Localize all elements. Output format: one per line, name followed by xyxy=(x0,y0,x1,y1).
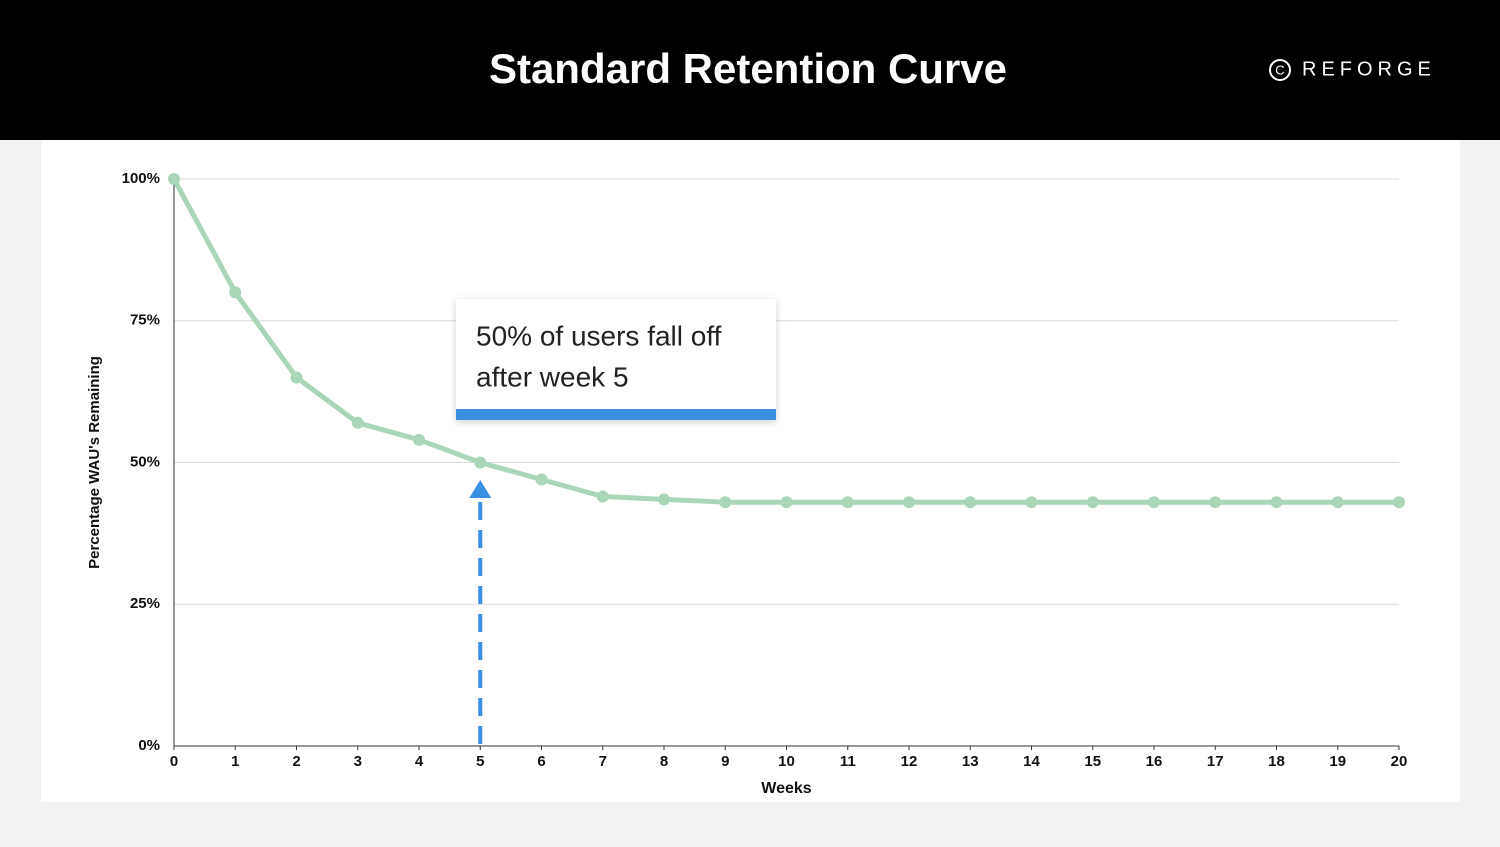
data-point xyxy=(1209,496,1222,509)
data-point xyxy=(474,456,487,469)
y-tick-label: 50% xyxy=(130,453,160,470)
annotation-bar xyxy=(456,409,776,420)
logo-icon xyxy=(1269,59,1291,81)
x-tick-label: 18 xyxy=(1268,753,1285,770)
data-point xyxy=(1086,496,1099,509)
data-point xyxy=(596,490,609,503)
x-tick-label: 10 xyxy=(778,753,795,770)
x-tick-label: 7 xyxy=(599,753,607,770)
x-tick-label: 19 xyxy=(1329,753,1346,770)
data-point xyxy=(903,496,915,509)
x-tick-label: 9 xyxy=(721,753,729,770)
x-tick-label: 13 xyxy=(962,753,979,770)
title: Standard Retention Curve xyxy=(489,45,1007,92)
data-point xyxy=(229,286,242,299)
x-tick-label: 20 xyxy=(1391,753,1408,770)
y-tick-label: 100% xyxy=(122,170,160,187)
annotation-box xyxy=(456,299,776,420)
header-bar xyxy=(0,0,1500,140)
x-tick-label: 15 xyxy=(1084,753,1101,770)
x-tick-label: 0 xyxy=(170,753,178,770)
x-tick-label: 2 xyxy=(292,753,300,770)
data-point xyxy=(780,496,793,509)
data-point xyxy=(1148,496,1160,509)
x-tick-label: 17 xyxy=(1207,753,1224,770)
data-point xyxy=(413,433,425,446)
data-point xyxy=(168,173,180,185)
x-tick-label: 5 xyxy=(476,753,484,770)
x-tick-label: 16 xyxy=(1146,753,1163,770)
x-tick-label: 6 xyxy=(537,753,545,770)
chart-card xyxy=(41,140,1460,802)
x-tick-label: 4 xyxy=(415,753,424,770)
x-tick-label: 12 xyxy=(901,753,918,770)
data-point xyxy=(658,493,670,506)
logo: REFORGE xyxy=(1302,58,1436,80)
x-tick-label: 1 xyxy=(231,753,239,770)
data-point xyxy=(290,371,303,384)
data-point xyxy=(1025,496,1038,509)
data-point xyxy=(1331,496,1344,509)
x-tick-label: 8 xyxy=(660,753,668,770)
x-tick-label: 3 xyxy=(354,753,362,770)
data-point xyxy=(719,496,732,509)
x-tick-label: 14 xyxy=(1023,753,1040,770)
annotation-text: after week 5 xyxy=(476,361,629,392)
data-point xyxy=(841,496,854,509)
data-point xyxy=(964,496,977,509)
data-point xyxy=(1393,496,1405,509)
y-tick-label: 0% xyxy=(138,737,160,754)
x-axis-label: Weeks xyxy=(761,780,812,797)
annotation-arrow-head xyxy=(469,480,492,498)
x-tick-label: 11 xyxy=(840,753,856,770)
data-point xyxy=(351,416,364,429)
y-tick-label: 75% xyxy=(130,312,160,329)
y-axis-label: Percentage WAU's Remaining xyxy=(86,356,103,569)
y-tick-label: 25% xyxy=(130,595,160,612)
annotation-text: 50% of users fall off xyxy=(476,320,722,351)
data-point xyxy=(1270,496,1283,509)
logo-icon-c: C xyxy=(1275,62,1284,77)
data-point xyxy=(535,473,548,486)
